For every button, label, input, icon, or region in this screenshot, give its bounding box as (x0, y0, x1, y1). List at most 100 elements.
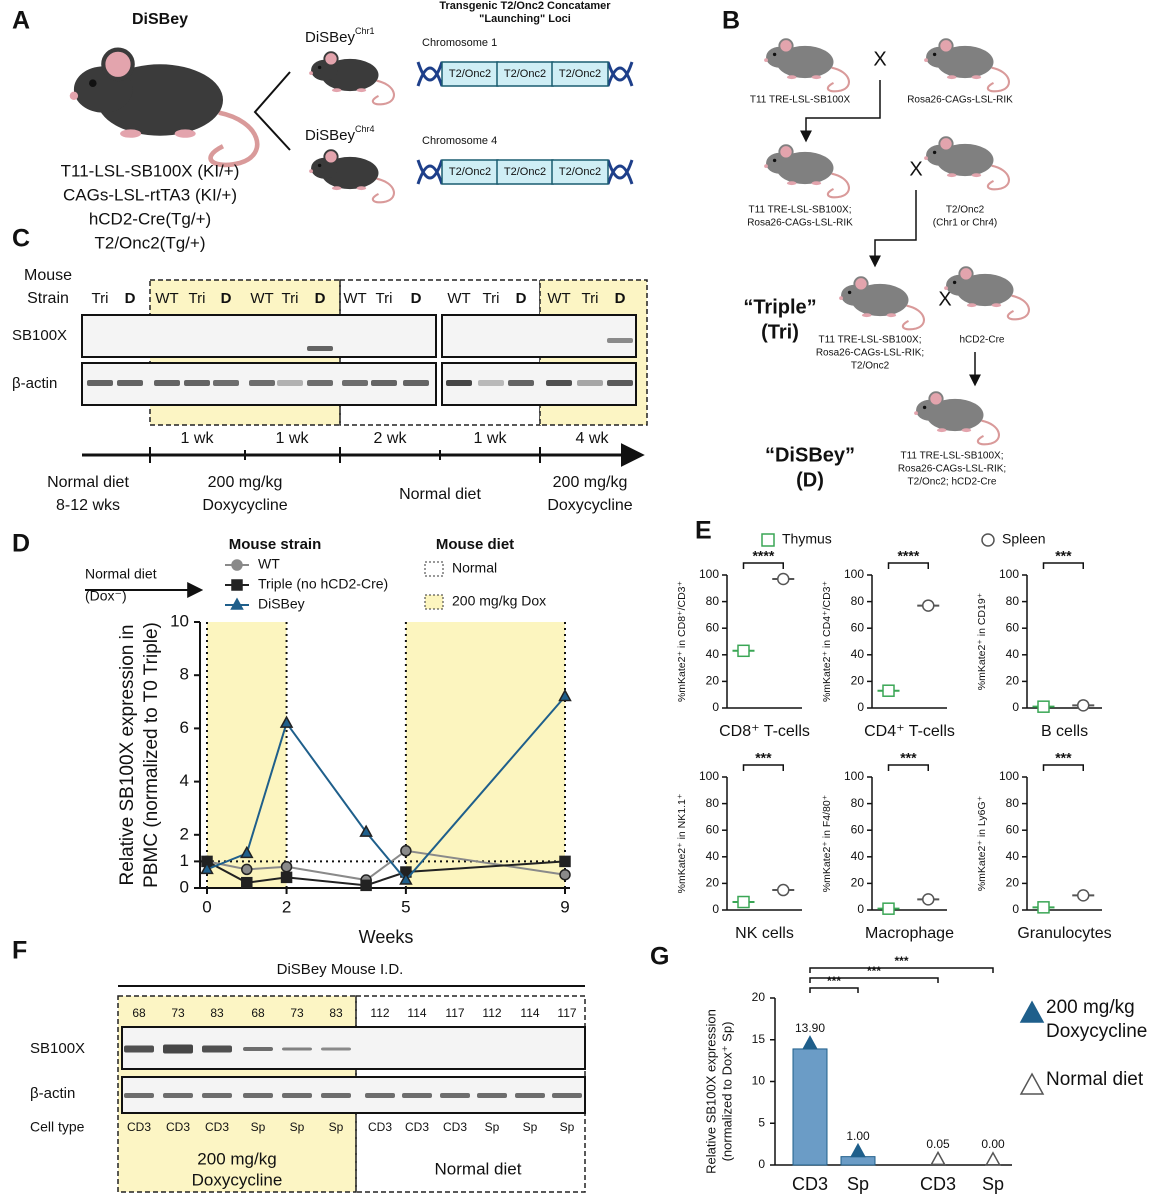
significance-bracket (887, 764, 929, 771)
lane-label: D (125, 290, 136, 307)
y-tick-label: 6 (180, 718, 189, 737)
strain-name: DiSBeyChr1 (305, 26, 375, 46)
genotype-line: T11-LSL-SB100X (KI/+) (61, 161, 240, 180)
data-point (400, 845, 412, 857)
panel-letter: A (12, 7, 30, 35)
phase-label: Normal diet (47, 474, 129, 491)
mouse-nose (69, 91, 79, 100)
x-tick-label: Sp (847, 1174, 869, 1194)
lane-label: WT (343, 290, 366, 307)
gel-band (478, 380, 504, 386)
significance-bracket (742, 764, 784, 771)
y-axis-label: PBMC (normalized to T0 Triple) (141, 622, 162, 888)
gel-band (577, 380, 603, 386)
panel-letter: E (695, 517, 712, 545)
data-point (850, 1142, 866, 1158)
data-point (1077, 699, 1090, 712)
mouse-tail (826, 172, 850, 199)
y-tick-label: 100 (699, 769, 719, 783)
legend-marker (761, 533, 775, 547)
lane-label: WT (547, 290, 570, 307)
gel-band (342, 380, 368, 386)
gel-band (202, 1045, 232, 1053)
data-point (922, 599, 935, 612)
y-tick-label: 5 (758, 1115, 765, 1129)
legend-marker (230, 597, 244, 610)
chromosome-label: Chromosome 4 (422, 135, 497, 147)
mouse-icon (764, 144, 850, 199)
genotype-text: T2/Onc2; hCD2-Cre (908, 477, 997, 488)
significance-label: **** (897, 548, 919, 564)
y-tick-label: 0 (857, 902, 864, 916)
y-axis-label: %mKate2⁺ in F4/80⁺ (821, 795, 833, 892)
mouse-eye (772, 52, 777, 57)
significance-label: *** (900, 750, 917, 766)
significance-label: *** (1055, 548, 1072, 564)
series-line (206, 860, 566, 887)
gel-band (402, 1093, 432, 1098)
genotype-line: CAGs-LSL-rtTA3 (KI/+) (63, 185, 237, 204)
mouse-eye (922, 405, 927, 410)
y-tick-label: 20 (851, 674, 865, 688)
mouse-tail (1006, 294, 1030, 321)
gel-band (249, 380, 275, 386)
y-tick-label: 40 (851, 647, 865, 661)
data-point (922, 893, 935, 906)
row-label: β-actin (30, 1085, 75, 1102)
y-tick-label: 10 (752, 1074, 766, 1088)
data-point (985, 1151, 1001, 1166)
y-axis-label: Relative SB100X expression (703, 1009, 718, 1174)
duration-label: 2 wk (374, 430, 408, 447)
strain-name: DiSBeyChr4 (305, 124, 375, 144)
strain-superscript: Chr1 (355, 26, 375, 36)
mouse-nose (944, 286, 948, 290)
mouse-nose (309, 169, 313, 173)
lane-label: D (411, 290, 422, 307)
genotype-text: (Chr1 or Chr4) (933, 218, 997, 229)
y-tick-label: 80 (851, 594, 865, 608)
data-point (777, 883, 790, 897)
legend-label: Normal diet (1046, 1069, 1144, 1090)
mouse-foot (861, 313, 872, 318)
lane-label: Tri (92, 290, 109, 307)
legend-label: Triple (no hCD2-Cre) (258, 576, 388, 592)
y-tick-label: 60 (851, 620, 865, 634)
series-line (206, 849, 566, 882)
mouse-ear (778, 38, 794, 54)
branch-lines (253, 71, 291, 151)
gel-band (515, 1093, 545, 1098)
y-tick-label: 60 (1006, 822, 1020, 836)
legend-marker (981, 533, 995, 547)
lane-label: D (221, 290, 232, 307)
x-axis-label: Granulocytes (1017, 925, 1111, 942)
gel-band (607, 380, 633, 386)
significance-label: *** (1055, 750, 1072, 766)
data-point (737, 895, 750, 909)
mouse-id: 83 (210, 1006, 224, 1020)
value-label: 0.05 (926, 1137, 950, 1151)
x-tick-label: CD3 (920, 1174, 956, 1194)
shaded-region (405, 622, 565, 888)
mouse-nose (914, 411, 918, 415)
gel-band (365, 1093, 395, 1098)
y-tick-label: 20 (706, 674, 720, 688)
cell-type: Sp (251, 1120, 266, 1134)
mouse-icon (914, 391, 1000, 446)
mouse-nose (309, 71, 313, 75)
data-point (930, 1150, 946, 1166)
mouse-foot (991, 303, 1002, 308)
gel-band (440, 1093, 470, 1098)
shaded-region (207, 622, 287, 888)
gel-band (282, 1093, 312, 1098)
genotype-line: hCD2-Cre(Tg/+) (89, 209, 211, 228)
y-tick-label: 60 (1006, 620, 1020, 634)
cross-symbol: X (873, 48, 886, 70)
cell-type: Sp (329, 1120, 344, 1134)
y-tick-label: 1 (180, 851, 189, 870)
row-header: Strain (27, 290, 69, 307)
x-tick-label: 9 (560, 897, 569, 916)
mouse-id: 68 (132, 1006, 146, 1020)
concatamer-label: T2/Onc2 (559, 166, 601, 178)
mouse-eye (952, 280, 957, 285)
